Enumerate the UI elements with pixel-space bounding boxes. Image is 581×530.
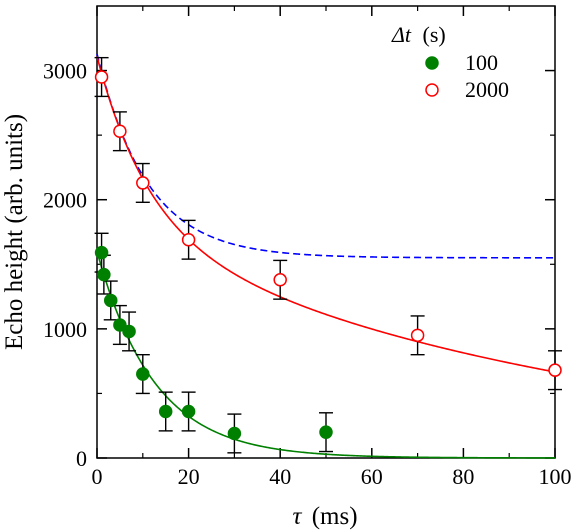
x-tick-label: 100 [539, 464, 572, 489]
legend-title-unit: (s) [423, 22, 446, 47]
data-point-2000 [94, 70, 109, 84]
x-axis-title: τ (ms) [292, 503, 357, 530]
x-axis-unit: (ms) [312, 503, 358, 530]
data-point-100 [103, 293, 118, 308]
y-tick-label: 2000 [43, 188, 87, 213]
x-axis-symbol: τ [292, 503, 302, 530]
x-tick-label: 80 [452, 464, 474, 489]
y-tick-label: 0 [76, 446, 87, 471]
data-point-2000 [273, 273, 287, 287]
dashed-fit-curve [96, 53, 555, 259]
data-point-2000 [548, 363, 562, 377]
fit-curves [96, 53, 556, 459]
data-point-2000 [410, 328, 425, 343]
legend-label-2000: 2000 [465, 77, 509, 102]
data-point-100 [122, 324, 136, 339]
fit-curve-100 [96, 251, 555, 459]
data-point-2000 [181, 232, 196, 247]
data-point-100 [94, 245, 109, 260]
data-point-100 [113, 318, 127, 332]
data-point-2000 [113, 124, 127, 139]
fit-curve-2000 [96, 56, 556, 373]
data-point-2000 [136, 176, 150, 190]
legend-marker-2000 [425, 83, 439, 97]
data-point-100 [158, 404, 173, 419]
data-markers [94, 70, 562, 441]
legend: Δt (s) 100 2000 [391, 22, 509, 102]
data-point-100 [181, 404, 196, 419]
legend-marker-100 [425, 56, 439, 70]
legend-title-symbol: Δt [391, 22, 412, 47]
y-tick-label: 3000 [43, 59, 87, 84]
data-point-100 [319, 425, 333, 439]
y-axis-title: Echo height (arb. units) [1, 114, 28, 350]
y-tick-label: 1000 [43, 317, 87, 342]
data-point-100 [136, 367, 150, 381]
legend-label-100: 100 [465, 50, 498, 75]
x-tick-label: 20 [178, 464, 200, 489]
x-tick-label: 40 [269, 464, 291, 489]
axis-ticks [96, 6, 556, 459]
data-point-100 [227, 426, 242, 441]
legend-title: Δt (s) [391, 22, 446, 47]
x-tick-label: 60 [361, 464, 383, 489]
data-point-100 [97, 267, 111, 282]
x-tick-label: 0 [92, 464, 103, 489]
